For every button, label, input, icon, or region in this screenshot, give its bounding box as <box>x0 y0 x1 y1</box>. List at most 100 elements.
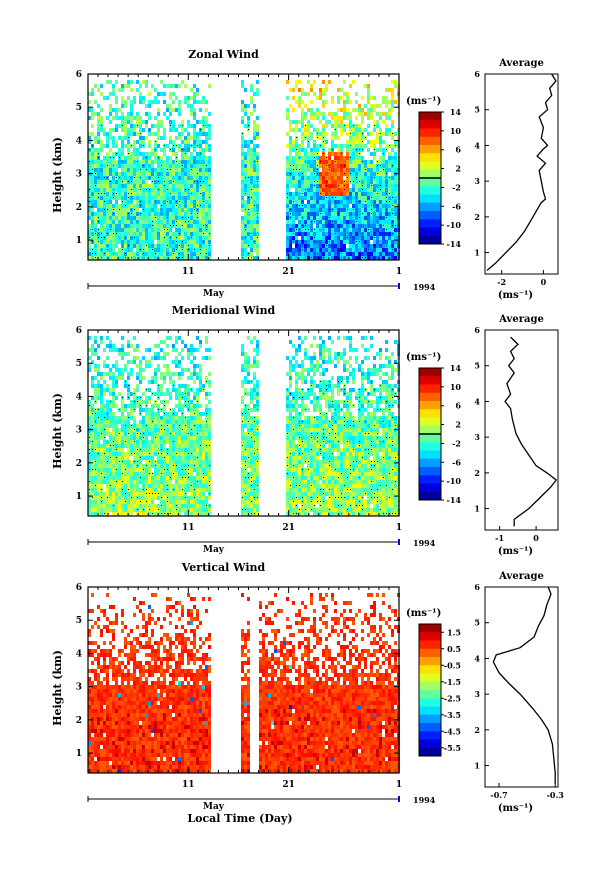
heatmap-cell <box>358 184 361 188</box>
heatmap-cell <box>166 172 169 176</box>
heatmap-cell <box>292 204 295 208</box>
heatmap-cell <box>367 200 370 204</box>
heatmap-cell <box>106 508 109 512</box>
heatmap-cell <box>127 476 130 480</box>
heatmap-cell <box>151 192 154 196</box>
vector-dot <box>173 145 174 146</box>
heatmap-cell <box>304 164 307 168</box>
vector-dot <box>305 241 306 242</box>
heatmap-cell <box>304 132 307 136</box>
heatmap-cell <box>127 140 130 144</box>
vector-dot <box>137 221 138 222</box>
heatmap-cell <box>112 468 115 472</box>
heatmap-cell <box>292 256 295 260</box>
heatmap-cell <box>394 188 397 192</box>
heatmap-cell <box>172 436 175 440</box>
heatmap-cell <box>130 172 133 176</box>
heatmap-cell <box>382 184 385 188</box>
heatmap-cell <box>91 116 94 120</box>
heatmap-cell <box>109 164 112 168</box>
vector-dot <box>182 217 183 218</box>
heatmap-cell <box>169 488 172 492</box>
heatmap-cell <box>166 480 169 484</box>
heatmap-cell <box>196 236 199 240</box>
heatmap-cell <box>130 436 133 440</box>
heatmap-cell <box>358 236 361 240</box>
heatmap-cell <box>154 244 157 248</box>
colorbar-band <box>419 136 441 146</box>
heatmap-cell <box>181 180 184 184</box>
vector-dot <box>386 217 387 218</box>
heatmap-cell <box>181 192 184 196</box>
heatmap-cell <box>124 240 127 244</box>
vector-dot <box>131 425 132 426</box>
heatmap-cell <box>328 180 331 184</box>
heatmap-cell <box>352 232 355 236</box>
heatmap-cell <box>247 156 250 160</box>
heatmap-cell <box>313 252 316 256</box>
heatmap-cell <box>145 80 148 84</box>
heatmap-cell <box>115 116 118 120</box>
heatmap-cell <box>160 156 163 160</box>
heatmap-cell <box>337 176 340 180</box>
heatmap-cell <box>142 96 145 100</box>
heatmap-cell <box>298 128 301 132</box>
vector-dot <box>113 197 114 198</box>
heatmap-cell <box>256 232 259 236</box>
heatmap-cell <box>160 464 163 468</box>
profile-y-tick-label: 6 <box>474 69 480 79</box>
vector-dot <box>89 481 90 482</box>
vector-dot <box>356 149 357 150</box>
heatmap-cell <box>133 480 136 484</box>
heatmap-cell <box>337 168 340 172</box>
heatmap-cell <box>298 120 301 124</box>
vector-dot <box>110 401 111 402</box>
vector-dot <box>179 201 180 202</box>
heatmap-cell <box>388 236 391 240</box>
vector-dot <box>290 209 291 210</box>
heatmap-cell <box>193 244 196 248</box>
vector-dot <box>347 205 348 206</box>
heatmap-cell <box>136 116 139 120</box>
heatmap-cell <box>391 180 394 184</box>
heatmap-cell <box>100 340 103 344</box>
heatmap-cell <box>193 168 196 172</box>
vector-dot <box>188 221 189 222</box>
heatmap-cell <box>127 144 130 148</box>
heatmap-cell <box>112 180 115 184</box>
heatmap-cell <box>139 164 142 168</box>
vector-dot <box>179 245 180 246</box>
heatmap-cell <box>100 176 103 180</box>
vector-dot <box>392 233 393 234</box>
vector-dot <box>125 253 126 254</box>
vector-dot <box>383 225 384 226</box>
heatmap-cell <box>130 224 133 228</box>
vector-dot <box>188 217 189 218</box>
heatmap-cell <box>325 88 328 92</box>
heatmap-cell <box>343 108 346 112</box>
heatmap-cell <box>340 244 343 248</box>
heatmap-cell <box>379 220 382 224</box>
vector-dot <box>92 241 93 242</box>
heatmap-cell <box>133 360 136 364</box>
heatmap-cell <box>112 348 115 352</box>
vector-dot <box>140 213 141 214</box>
heatmap-cell <box>241 172 244 176</box>
heatmap-cell <box>109 480 112 484</box>
vector-dot <box>101 237 102 238</box>
heatmap-cell <box>97 456 100 460</box>
heatmap-cell <box>106 432 109 436</box>
heatmap-cell <box>91 472 94 476</box>
heatmap-cell <box>172 192 175 196</box>
heatmap-cell <box>289 160 292 164</box>
vector-dot <box>122 481 123 482</box>
heatmap-cell <box>88 508 91 512</box>
heatmap-cell <box>106 152 109 156</box>
heatmap-cell <box>136 88 139 92</box>
heatmap-cell <box>193 236 196 240</box>
heatmap-cell <box>163 440 166 444</box>
heatmap-cell <box>310 160 313 164</box>
heatmap-cell <box>388 164 391 168</box>
vector-dot <box>173 441 174 442</box>
heatmap-cell <box>373 172 376 176</box>
